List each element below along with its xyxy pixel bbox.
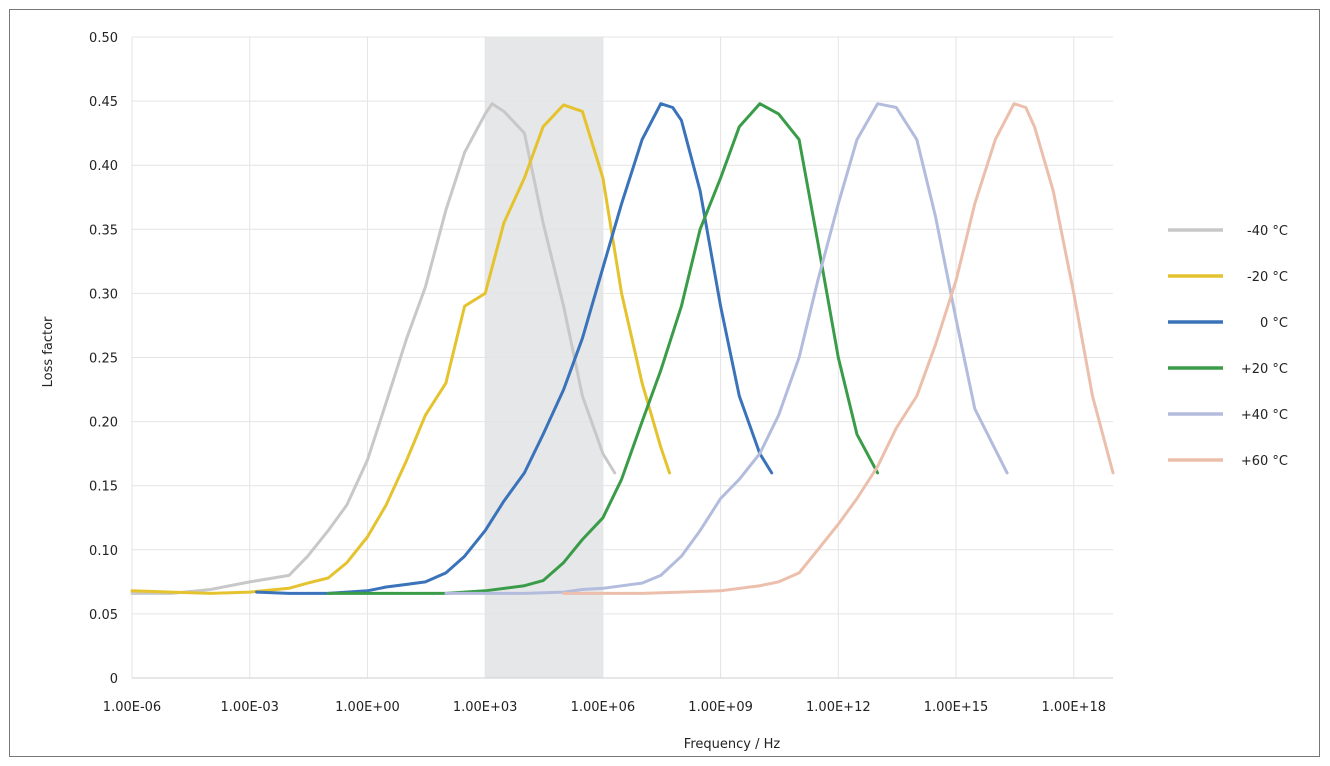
y-tick-label: 0.45: [89, 95, 118, 110]
legend: -40 °C -20 °C 0 °C +20 °C +40 °C +60 °C: [1168, 224, 1288, 469]
y-axis-title: Loss factor: [41, 316, 56, 387]
y-tick-label: 0.20: [89, 416, 118, 431]
series-line-6: [562, 102, 1115, 595]
y-tick-label: 0.10: [89, 544, 118, 559]
y-tick-label: 0.05: [89, 608, 118, 623]
y-tick-label: 0.30: [89, 287, 118, 302]
legend-label: 0 °C: [1260, 316, 1288, 331]
axis-tick-labels: 0 0.05 0.10 0.15 0.20 0.25 0.30 0.35 0.40 0.45 0.5…: [89, 31, 1106, 715]
x-tick-label: 1.00E+06: [571, 700, 636, 715]
x-tick-label: 1.00E+03: [453, 700, 518, 715]
y-tick-label: 0.25: [89, 352, 118, 367]
chart-frame: [9, 9, 1320, 757]
x-tick-label: 1.00E+18: [1041, 700, 1106, 715]
legend-label: +20 °C: [1241, 362, 1288, 377]
series-layer: [130, 102, 1115, 595]
y-tick-label: 0.35: [89, 223, 118, 238]
x-tick-label: 1.00E-03: [221, 700, 279, 715]
series-line-3: [255, 102, 774, 595]
grid-layer: [131, 36, 1113, 679]
legend-label: +60 °C: [1241, 454, 1288, 469]
x-tick-label: 1.00E-06: [103, 700, 161, 715]
legend-label: +40 °C: [1241, 408, 1288, 423]
x-axis-title: Frequency / Hz: [684, 737, 781, 752]
x-tick-label: 1.00E+00: [335, 700, 400, 715]
y-tick-label: 0: [110, 672, 118, 687]
series-line-5: [444, 102, 1009, 595]
legend-label: -40 °C: [1247, 224, 1288, 239]
y-tick-label: 0.15: [89, 480, 118, 495]
series-line-4: [326, 102, 880, 595]
x-tick-label: 1.00E+12: [806, 700, 871, 715]
y-tick-label: 0.50: [89, 31, 118, 46]
legend-label: -20 °C: [1247, 270, 1288, 285]
series-line-1: [130, 102, 617, 595]
x-tick-label: 1.00E+09: [688, 700, 753, 715]
y-tick-label: 0.40: [89, 159, 118, 174]
series-line-2: [130, 103, 671, 595]
x-tick-label: 1.00E+15: [924, 700, 989, 715]
